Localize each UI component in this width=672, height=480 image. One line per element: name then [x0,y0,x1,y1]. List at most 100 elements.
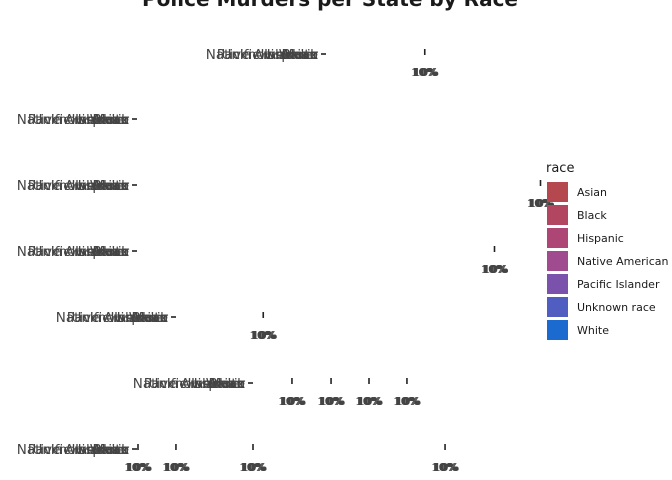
category-label: Hispanic [187,376,245,392]
x-tick-label: 10% [319,395,345,408]
x-tick-label: 10% [162,461,188,474]
category-label: Black [208,376,245,392]
category-label: Asian [131,310,168,326]
category-label: Black [92,442,129,458]
x-tick-label: 10% [280,395,306,408]
x-tick-label: 10% [357,395,383,408]
category-label: Hispanic [260,47,318,63]
legend-label: Unknown race [577,301,656,314]
category-label: Unknown race [32,112,129,128]
category-label: Asian [281,47,318,63]
x-tick-label: 10% [481,263,507,276]
legend-swatch [547,297,568,317]
legend-item: Black [547,205,607,225]
category-label: Hispanic [71,112,129,128]
category-label: Black [92,178,129,194]
legend-swatch [547,228,568,248]
category-label: Native American [17,112,129,128]
legend-label: Pacific Islander [577,278,660,291]
x-tick-label: 10% [394,395,420,408]
x-tick-label: 10% [356,395,382,408]
x-tick-label: 10% [125,461,151,474]
x-tick-label: 10% [317,395,343,408]
category-label: Unknown race [32,442,129,458]
x-tick-label: 10% [164,461,190,474]
x-tick-label: 10% [482,263,508,276]
legend: race Asian Black Hispanic Native American Pa… [546,161,668,340]
category-label: Black [92,244,129,260]
legend-items: Asian Black Hispanic Native American Pacific… [547,182,668,340]
category-label: Native American [17,442,129,458]
category-label: Hispanic [110,310,168,326]
category-label: Pacific Islander [28,178,130,194]
x-tick-label: 10% [279,395,305,408]
category-label: Black [92,112,129,128]
category-label: Pacific Islander [28,442,130,458]
legend-item: Native American [547,251,668,271]
x-tick-label: 10% [124,461,150,474]
category-label: Native American [56,310,168,326]
x-tick-label: 10% [412,66,438,79]
legend-swatch [547,182,568,202]
category-label: Native American [133,376,245,392]
category-label: Native American [17,178,129,194]
category-label: Unknown race [32,244,129,260]
category-label: White [279,47,318,63]
x-tick-label: 10% [250,329,276,342]
legend-item: Pacific Islander [547,274,660,294]
x-tick-label: 10% [241,461,267,474]
x-tick-label: 10% [411,66,437,79]
legend-item: White [547,320,609,340]
legend-label: Asian [577,186,607,199]
x-tick-label: 10% [393,395,419,408]
category-label: Unknown race [221,47,318,63]
category-label: Unknown race [32,178,129,194]
category-label: Pacific Islander [28,244,130,260]
legend-label: White [577,324,609,337]
x-tick-label: 10% [433,461,459,474]
category-label: Pacific Islander [144,376,246,392]
x-tick-label: 10% [251,329,277,342]
category-label: Asian [92,442,129,458]
x-tick-label: 10% [126,461,152,474]
category-label: Pacific Islander [67,310,169,326]
category-label: Hispanic [71,178,129,194]
category-label: Asian [92,112,129,128]
category-label: White [90,442,129,458]
category-label: Hispanic [71,442,129,458]
legend-label: Hispanic [577,232,624,245]
category-label: Black [131,310,168,326]
x-tick-label: 10% [432,461,458,474]
category-label: Unknown race [148,376,245,392]
legend-swatch [547,274,568,294]
x-tick-label: 10% [527,197,553,210]
category-label: White [90,112,129,128]
category-label: Hispanic [71,244,129,260]
category-label: Black [281,47,318,63]
x-tick-label: 10% [395,395,421,408]
category-label: White [90,178,129,194]
x-tick-label: 10% [483,263,509,276]
category-label: Pacific Islander [217,47,319,63]
legend-swatch [547,205,568,225]
x-tick-label: 10% [239,461,265,474]
legend-item: Unknown race [547,297,656,317]
legend-title: race [546,161,574,176]
legend-label: Black [577,209,607,222]
x-tick-label: 10% [163,461,189,474]
legend-label: Native American [577,255,668,268]
x-tick-label: 10% [431,461,457,474]
category-label: Pacific Islander [28,112,130,128]
chart-title: Police Murders per State by Race [142,0,518,11]
category-label: White [129,310,168,326]
legend-swatch [547,251,568,271]
x-tick-label: 10% [278,395,304,408]
